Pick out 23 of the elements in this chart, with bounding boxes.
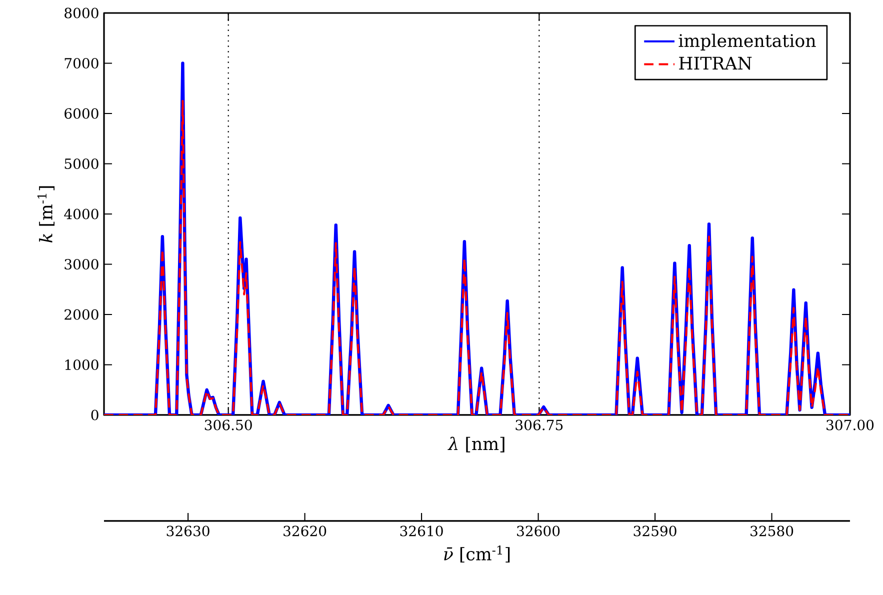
x2-axis-title: ν̄ [cm$^{-1}$] (444, 545, 510, 563)
y-axis-title: k [m$^{-1}$] (37, 186, 55, 243)
x-tick-label: 306.50 (204, 420, 252, 430)
y-tick-label: 5000 (64, 158, 98, 170)
x2-tick-label: 32580 (750, 526, 794, 536)
x2-tick-label: 32610 (400, 526, 443, 536)
x-tick-label: 307.00 (826, 420, 874, 430)
y-tick-label: 3000 (64, 258, 98, 270)
y-tick-label: 0 (91, 410, 98, 420)
y-tick-label: 7000 (64, 58, 98, 69)
x2-tick-label: 32590 (634, 526, 676, 536)
y-tick-label: 8000 (64, 8, 98, 18)
y-tick-label: 6000 (64, 108, 98, 119)
x2-tick-label: 32600 (517, 526, 560, 536)
x-tick-label: 306.75 (516, 420, 563, 430)
legend-label: implementation (678, 34, 816, 50)
x-axis-title: λ [nm] (448, 436, 504, 452)
y-tick-label: 2000 (64, 309, 98, 320)
legend-label: HITRAN (679, 56, 752, 70)
y-tick-label: 4000 (64, 208, 98, 220)
x2-tick-label: 32620 (284, 526, 326, 536)
x2-tick-label: 32630 (166, 526, 210, 536)
y-tick-label: 1000 (65, 359, 98, 370)
